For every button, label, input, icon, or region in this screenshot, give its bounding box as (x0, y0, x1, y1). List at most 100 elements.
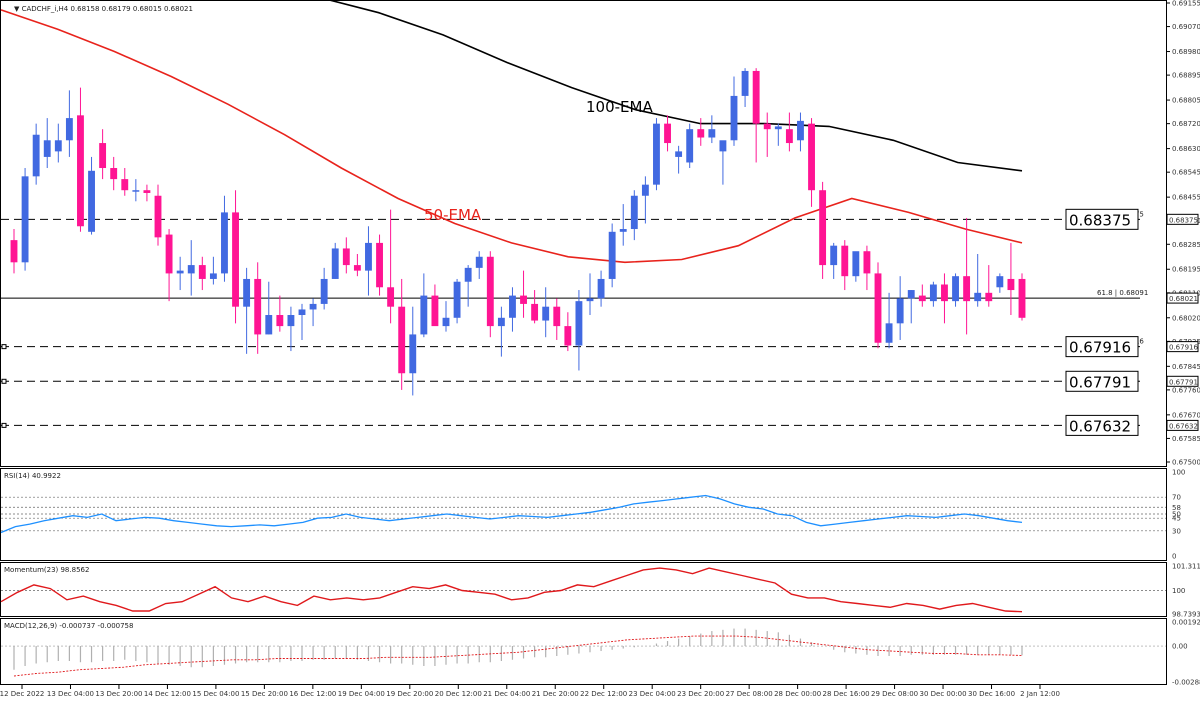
bear-candle[interactable] (763, 123, 771, 130)
bull-candle[interactable] (497, 317, 505, 327)
bear-candle[interactable] (99, 143, 107, 169)
bull-candle[interactable] (830, 245, 838, 266)
macd-panel[interactable]: MACD(12,26,9) -0.000737 -0.000758 0.0019… (1, 619, 1200, 687)
bull-candle[interactable] (420, 295, 428, 335)
bull-candle[interactable] (54, 140, 62, 152)
bear-candle[interactable] (985, 292, 993, 302)
bear-candle[interactable] (276, 315, 284, 327)
bull-candle[interactable] (774, 126, 782, 130)
bear-candle[interactable] (431, 295, 439, 327)
bull-candle[interactable] (852, 251, 860, 277)
bear-candle[interactable] (785, 129, 793, 144)
bull-candle[interactable] (597, 278, 605, 299)
bear-candle[interactable] (819, 190, 827, 266)
bear-candle[interactable] (165, 234, 173, 274)
bear-candle[interactable] (664, 123, 671, 144)
bear-candle[interactable] (486, 256, 494, 327)
candlesticks[interactable] (10, 68, 1026, 396)
bull-candle[interactable] (907, 290, 915, 299)
bear-candle[interactable] (697, 129, 705, 138)
bull-candle[interactable] (542, 306, 550, 321)
bull-candle[interactable] (608, 231, 616, 279)
bear-candle[interactable] (376, 242, 383, 288)
bull-candle[interactable] (719, 140, 727, 152)
bull-candle[interactable] (453, 281, 461, 318)
bear-candle[interactable] (387, 287, 395, 307)
bull-candle[interactable] (88, 170, 95, 232)
bull-candle[interactable] (365, 242, 372, 271)
bull-candle[interactable] (409, 334, 417, 374)
level-anchor[interactable] (1, 378, 7, 384)
bull-candle[interactable] (586, 298, 594, 302)
bear-candle[interactable] (154, 195, 162, 238)
bull-candle[interactable] (641, 184, 649, 196)
bull-candle[interactable] (475, 256, 483, 268)
bull-candle[interactable] (730, 95, 738, 141)
bull-candle[interactable] (741, 70, 749, 96)
bull-candle[interactable] (952, 276, 959, 302)
bear-candle[interactable] (398, 306, 406, 374)
bull-candle[interactable] (509, 295, 516, 318)
bull-candle[interactable] (619, 229, 627, 232)
bull-candle[interactable] (243, 278, 251, 307)
bear-candle[interactable] (752, 70, 760, 124)
bear-candle[interactable] (10, 240, 18, 263)
bear-candle[interactable] (143, 190, 151, 193)
bull-candle[interactable] (630, 195, 638, 230)
bull-candle[interactable] (287, 315, 295, 327)
bear-candle[interactable] (564, 326, 572, 346)
bull-candle[interactable] (298, 309, 306, 316)
bull-candle[interactable] (176, 270, 184, 274)
bear-candle[interactable] (553, 306, 561, 327)
bear-candle[interactable] (232, 212, 239, 307)
bull-candle[interactable] (575, 301, 583, 346)
bull-candle[interactable] (464, 267, 472, 282)
bull-candle[interactable] (65, 118, 73, 141)
bull-candle[interactable] (209, 273, 217, 279)
bear-candle[interactable] (353, 265, 361, 271)
bear-candle[interactable] (520, 295, 527, 304)
bull-candle[interactable] (442, 317, 450, 327)
bear-candle[interactable] (110, 168, 118, 180)
bear-candle[interactable] (808, 123, 815, 191)
bear-candle[interactable] (531, 303, 539, 321)
bull-candle[interactable] (221, 212, 228, 274)
bear-candle[interactable] (342, 248, 350, 266)
bull-candle[interactable] (43, 140, 51, 157)
bear-candle[interactable] (1007, 278, 1015, 291)
bear-candle[interactable] (918, 295, 926, 302)
bull-candle[interactable] (974, 292, 982, 302)
level-anchor[interactable] (1, 344, 7, 350)
bull-candle[interactable] (187, 265, 195, 274)
bull-candle[interactable] (896, 298, 904, 324)
bull-candle[interactable] (885, 323, 893, 343)
bull-candle[interactable] (996, 276, 1004, 288)
bear-candle[interactable] (254, 278, 262, 335)
bull-candle[interactable] (32, 134, 40, 177)
bear-candle[interactable] (198, 265, 206, 279)
bull-candle[interactable] (653, 123, 660, 185)
bear-candle[interactable] (1018, 278, 1026, 318)
bear-candle[interactable] (874, 273, 882, 343)
bear-candle[interactable] (841, 245, 849, 277)
bull-candle[interactable] (331, 248, 339, 279)
bull-candle[interactable] (265, 315, 273, 335)
bull-candle[interactable] (132, 190, 140, 192)
bear-candle[interactable] (121, 179, 129, 191)
bull-candle[interactable] (675, 151, 683, 157)
bull-candle[interactable] (309, 303, 317, 310)
bear-candle[interactable] (941, 284, 948, 302)
bear-candle[interactable] (77, 115, 84, 227)
bull-candle[interactable] (320, 278, 328, 304)
bull-candle[interactable] (797, 120, 804, 141)
bear-candle[interactable] (963, 276, 971, 302)
bull-candle[interactable] (929, 284, 937, 302)
bull-candle[interactable] (708, 129, 716, 138)
bull-candle[interactable] (21, 176, 29, 263)
bear-candle[interactable] (863, 251, 871, 274)
level-anchor[interactable] (1, 422, 7, 428)
bull-candle[interactable] (686, 129, 694, 163)
